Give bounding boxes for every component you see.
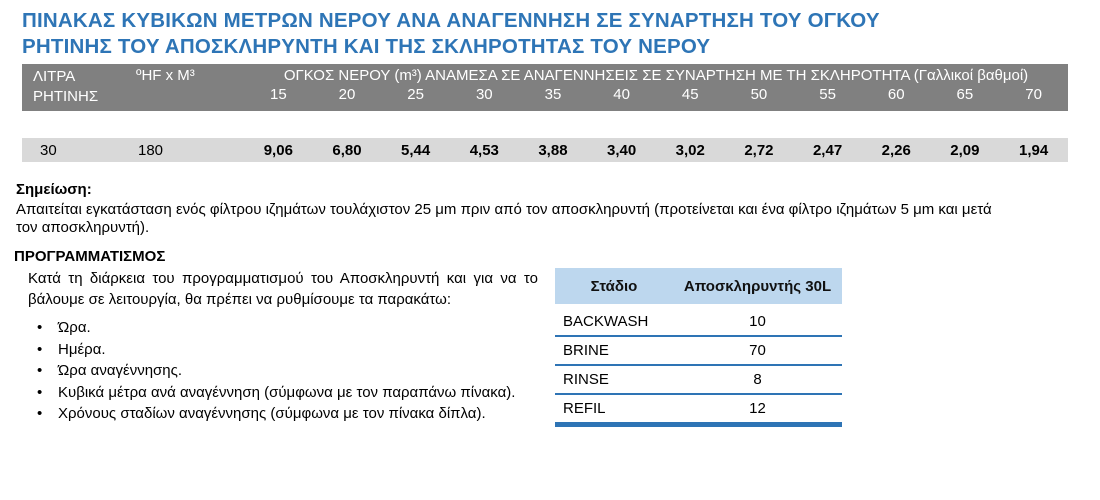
programming-heading: ΠΡΟΓΡΑΜΜΑΤΙΣΜΟΣ [14, 248, 166, 265]
spacer-row [22, 111, 1068, 138]
page-title: ΠΙΝΑΚΑΣ ΚΥΒΙΚΩΝ ΜΕΤΡΩΝ ΝΕΡΟΥ ΑΝΑ ΑΝΑΓΕΝΝ… [22, 8, 1082, 60]
table-row: BACKWASH 10 [555, 306, 842, 337]
hardness-degree-cell: 20 [312, 86, 382, 111]
resin-litres-value: 30 [22, 138, 122, 162]
volume-value-cell: 2,26 [861, 138, 931, 162]
page-title-line-2: ΡΗΤΙΝΗΣ ΤΟΥ ΑΠΟΣΚΛΗΡΥΝΤΗ ΚΑΙ ΤΗΣ ΣΚΛΗΡΟΤ… [22, 35, 711, 58]
volume-data-row: 30 180 9,06 6,80 5,44 4,53 3,88 3,40 3,0… [22, 138, 1068, 162]
stage-column-header: Στάδιο [555, 268, 673, 308]
list-item: Χρόνους σταδίων αναγέννησης (σύμφωνα με … [28, 403, 554, 425]
hardness-degree-cell: 55 [793, 86, 862, 111]
water-volume-span-header: ΟΓΚΟΣ ΝΕΡΟΥ (m³) ΑΝΑΜΕΣΑ ΣΕ ΑΝΑΓΕΝΝΗΣΕΙΣ… [244, 64, 1068, 86]
list-item: Ώρα. [28, 317, 554, 339]
hf-m3-header: ºHF x M³ [122, 64, 244, 111]
water-volume-table: ΛΙΤΡΑ ΡΗΤΙΝΗΣ ºHF x M³ ΟΓΚΟΣ ΝΕΡΟΥ (m³) … [22, 64, 1068, 162]
stage-name-cell: RINSE [555, 365, 673, 395]
volume-value-cell: 1,94 [999, 138, 1068, 162]
hardness-degrees-row: 15 20 25 30 35 40 45 50 55 60 65 70 [22, 86, 1068, 111]
hardness-degree-cell: 40 [587, 86, 656, 111]
stage-name-cell: BACKWASH [555, 306, 673, 337]
volume-value-cell: 3,02 [655, 138, 725, 162]
stages-header-row: Στάδιο Αποσκληρυντής 30L [555, 268, 842, 308]
hardness-degree-cell: 60 [861, 86, 931, 111]
volume-value-cell: 9,06 [244, 138, 313, 162]
stage-time-cell: 8 [673, 365, 842, 395]
stage-time-cell: 12 [673, 394, 842, 427]
hardness-degree-cell: 35 [518, 86, 588, 111]
stage-time-cell: 10 [673, 306, 842, 337]
hardness-degree-cell: 70 [999, 86, 1068, 111]
hardness-degree-cell: 45 [655, 86, 725, 111]
programming-section: ΠΡΟΓΡΑΜΜΑΤΙΣΜΟΣ Κατά τη διάρκεια του προ… [14, 248, 554, 425]
hardness-degree-cell: 30 [449, 86, 519, 111]
table-row: REFIL 12 [555, 394, 842, 427]
programming-bullet-list: Ώρα. Ημέρα. Ώρα αναγέννησης. Κυβικά μέτρ… [28, 317, 554, 425]
volume-value-cell: 3,40 [587, 138, 656, 162]
note-text: Απαιτείται εγκατάσταση ενός φίλτρου ιζημ… [16, 201, 992, 236]
list-item: Ώρα αναγέννησης. [28, 360, 554, 382]
stage-name-cell: REFIL [555, 394, 673, 427]
regeneration-stages-table: Στάδιο Αποσκληρυντής 30L BACKWASH 10 BRI… [555, 268, 842, 427]
volume-value-cell: 6,80 [312, 138, 382, 162]
volume-value-cell: 2,09 [930, 138, 1000, 162]
volume-value-cell: 3,88 [518, 138, 588, 162]
volume-value-cell: 2,47 [793, 138, 862, 162]
page-title-line-1: ΠΙΝΑΚΑΣ ΚΥΒΙΚΩΝ ΜΕΤΡΩΝ ΝΕΡΟΥ ΑΝΑ ΑΝΑΓΕΝΝ… [22, 9, 880, 32]
table-row: BRINE 70 [555, 336, 842, 366]
hf-m3-value: 180 [122, 138, 244, 162]
stage-time-cell: 70 [673, 336, 842, 366]
volume-table-header-row: ΛΙΤΡΑ ΡΗΤΙΝΗΣ ºHF x M³ ΟΓΚΟΣ ΝΕΡΟΥ (m³) … [22, 64, 1068, 111]
hardness-degree-cell: 15 [244, 86, 313, 111]
table-row: RINSE 8 [555, 365, 842, 395]
volume-value-cell: 5,44 [381, 138, 450, 162]
volume-value-cell: 2,72 [724, 138, 794, 162]
list-item: Ημέρα. [28, 339, 554, 361]
list-item: Κυβικά μέτρα ανά αναγέννηση (σύμφωνα με … [28, 382, 554, 404]
programming-intro: Κατά τη διάρκεια του προγραμματισμού του… [28, 270, 538, 308]
note-section: Σημείωση: Απαιτείται εγκατάσταση ενός φί… [16, 181, 1016, 237]
volume-value-cell: 4,53 [449, 138, 519, 162]
resin-litres-header: ΛΙΤΡΑ ΡΗΤΙΝΗΣ [22, 64, 122, 111]
hardness-degree-cell: 65 [930, 86, 1000, 111]
stage-name-cell: BRINE [555, 336, 673, 366]
softener-column-header: Αποσκληρυντής 30L [673, 268, 842, 308]
hardness-degree-cell: 25 [381, 86, 450, 111]
note-heading: Σημείωση: [16, 181, 92, 198]
hardness-degree-cell: 50 [724, 86, 794, 111]
